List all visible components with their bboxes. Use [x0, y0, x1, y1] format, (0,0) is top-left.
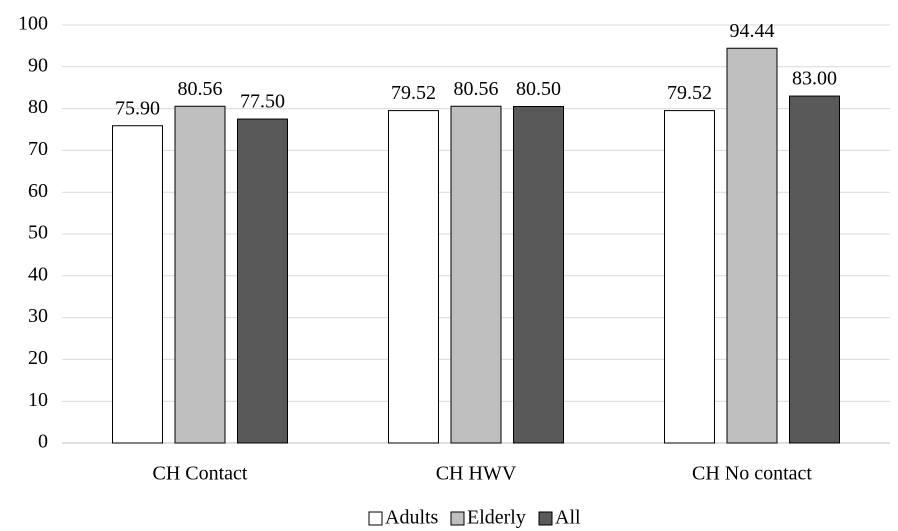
y-tick-label: 60: [28, 180, 48, 202]
value-label: 79.52: [667, 82, 712, 104]
legend-swatch: [538, 511, 553, 526]
x-tick-label: CH HWV: [436, 463, 517, 485]
legend-label: All: [555, 507, 581, 529]
y-tick-label: 90: [28, 54, 48, 76]
bar: [112, 125, 163, 444]
y-tick-label: 50: [28, 222, 48, 244]
legend-label: Adults: [385, 507, 439, 529]
y-tick-label: 70: [28, 138, 48, 160]
y-tick-label: 0: [38, 431, 48, 453]
value-label: 80.56: [178, 78, 223, 100]
x-tick-label: CH Contact: [153, 463, 248, 485]
y-tick-label: 20: [28, 347, 48, 369]
legend-swatch: [368, 511, 383, 526]
value-label: 80.50: [516, 78, 561, 100]
x-tick-label: CH No contact: [692, 463, 812, 485]
bar: [174, 105, 226, 444]
y-tick-label: 100: [18, 13, 48, 35]
bar: [513, 106, 564, 444]
value-label: 83.00: [792, 68, 837, 90]
y-tick-label: 10: [28, 389, 48, 411]
bar: [237, 118, 288, 444]
value-label: 75.90: [115, 97, 160, 119]
bar: [726, 47, 778, 444]
value-label: 77.50: [240, 91, 285, 113]
bar: [789, 95, 840, 444]
y-tick-label: 40: [28, 263, 48, 285]
legend-swatch: [450, 511, 465, 526]
value-label: 79.52: [391, 82, 436, 104]
y-tick-label: 80: [28, 96, 48, 118]
y-tick-label: 30: [28, 305, 48, 327]
bar: [664, 110, 715, 444]
value-label: 94.44: [730, 20, 775, 42]
bar: [450, 105, 502, 444]
bar: [388, 110, 439, 444]
legend-label: Elderly: [467, 507, 526, 529]
value-label: 80.56: [454, 78, 499, 100]
